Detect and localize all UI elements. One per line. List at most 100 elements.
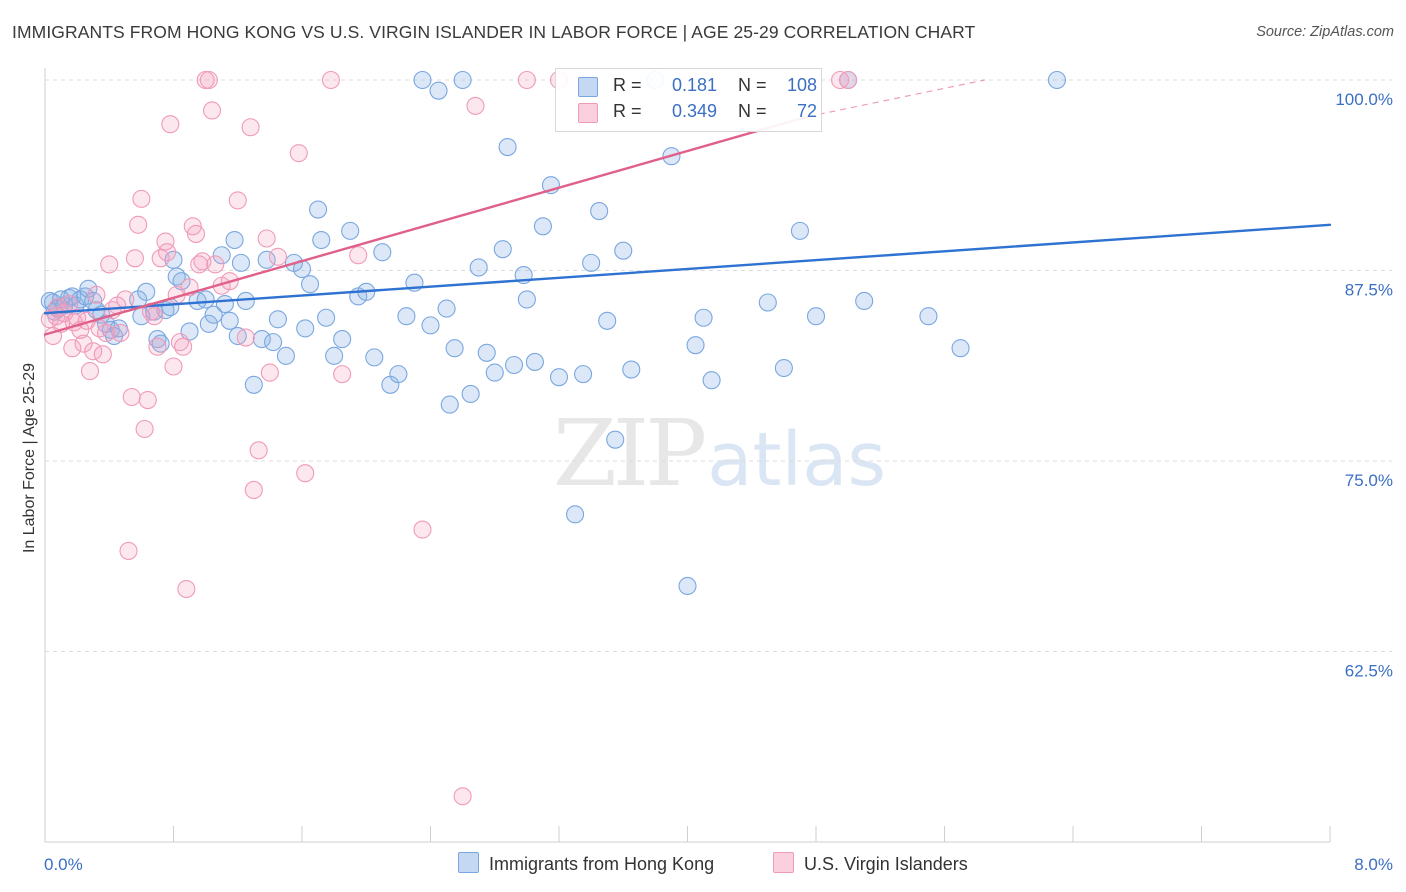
data-point bbox=[477, 343, 496, 362]
data-point bbox=[264, 333, 283, 352]
r-label: R = bbox=[613, 101, 642, 121]
data-point bbox=[413, 520, 432, 539]
data-point bbox=[606, 430, 625, 449]
data-point bbox=[231, 253, 251, 272]
data-point bbox=[421, 316, 440, 335]
x-tick-label-min: 0.0% bbox=[44, 855, 83, 874]
data-point bbox=[199, 70, 218, 90]
r-value: 0.181 bbox=[672, 75, 718, 95]
data-point bbox=[151, 334, 170, 353]
data-point bbox=[111, 323, 130, 343]
data-point bbox=[309, 200, 328, 219]
data-point bbox=[276, 346, 295, 365]
correlation-legend: R = 0.181 N = 108 R = 0.349 N = 72 bbox=[555, 68, 822, 132]
data-point bbox=[429, 81, 448, 100]
trend-line bbox=[43, 223, 1332, 315]
n-value: 72 bbox=[797, 101, 818, 121]
data-point bbox=[80, 362, 100, 381]
data-point bbox=[215, 294, 234, 314]
data-point bbox=[445, 339, 464, 358]
data-point bbox=[365, 348, 384, 367]
y-axis-label: In Labor Force | Age 25-29 bbox=[21, 362, 38, 554]
r-label: R = bbox=[613, 75, 642, 95]
data-point bbox=[93, 345, 112, 364]
data-point bbox=[590, 202, 609, 221]
data-point bbox=[349, 246, 368, 265]
data-point bbox=[236, 328, 255, 347]
data-point bbox=[206, 255, 225, 274]
data-point bbox=[228, 191, 247, 210]
y-tick-label: 62.5% bbox=[1345, 662, 1393, 681]
data-point bbox=[296, 464, 315, 483]
data-point bbox=[806, 307, 826, 326]
data-point bbox=[453, 787, 472, 806]
data-point bbox=[84, 342, 103, 361]
legend-item-virgin-islanders: U.S. Virgin Islanders bbox=[773, 852, 968, 876]
data-point bbox=[839, 70, 858, 90]
data-point bbox=[389, 365, 408, 384]
axes bbox=[44, 68, 1331, 843]
data-point bbox=[116, 290, 135, 309]
data-point bbox=[244, 375, 263, 394]
data-point bbox=[268, 310, 287, 329]
data-point bbox=[177, 579, 196, 599]
data-point bbox=[190, 255, 209, 274]
data-point bbox=[1047, 70, 1066, 90]
grid-lines bbox=[45, 79, 1392, 652]
data-point bbox=[533, 217, 552, 236]
data-point bbox=[485, 363, 504, 382]
data-point bbox=[249, 441, 268, 460]
data-point bbox=[574, 365, 593, 384]
legend-label-hong-kong: Immigrants from Hong Kong bbox=[489, 854, 715, 874]
trend-line bbox=[43, 115, 810, 336]
r-value: 0.349 bbox=[672, 101, 718, 121]
y-tick-label: 100.0% bbox=[1335, 90, 1393, 109]
data-point bbox=[325, 346, 344, 365]
data-point bbox=[268, 247, 287, 266]
data-point bbox=[241, 118, 260, 137]
data-point bbox=[437, 299, 456, 318]
x-tick-label-max: 8.0% bbox=[1354, 855, 1393, 874]
data-point bbox=[296, 319, 315, 338]
legend-swatch-blue bbox=[578, 77, 598, 97]
data-point bbox=[321, 70, 340, 90]
data-point bbox=[132, 189, 151, 208]
data-point bbox=[257, 229, 276, 248]
trend-line-extension bbox=[807, 79, 985, 118]
data-point bbox=[440, 395, 459, 414]
data-point bbox=[138, 390, 157, 410]
legend-swatch-blue bbox=[458, 852, 479, 873]
chart-title: IMMIGRANTS FROM HONG KONG VS U.S. VIRGIN… bbox=[12, 22, 976, 42]
data-point bbox=[504, 355, 524, 375]
tick-labels: 100.0% 87.5% 75.0% 62.5% 0.0% 8.0% bbox=[44, 90, 1393, 874]
data-point bbox=[790, 221, 809, 240]
series-virgin-islanders bbox=[40, 70, 858, 806]
legend-swatch-pink bbox=[773, 852, 794, 873]
legend-item-hong-kong: Immigrants from Hong Kong bbox=[458, 852, 714, 876]
data-point bbox=[373, 243, 392, 262]
series-hong-kong bbox=[40, 70, 1066, 596]
watermark: ZIPatlas bbox=[553, 400, 886, 507]
trend-lines bbox=[43, 79, 1332, 336]
data-point bbox=[148, 337, 167, 356]
data-point bbox=[203, 101, 222, 120]
data-point bbox=[598, 311, 617, 330]
data-point bbox=[161, 115, 180, 134]
data-point bbox=[96, 323, 116, 343]
data-point bbox=[517, 290, 536, 309]
data-point bbox=[951, 339, 970, 358]
data-point bbox=[244, 480, 263, 500]
data-point bbox=[333, 365, 352, 384]
source-label: Source: ZipAtlas.com bbox=[1256, 24, 1394, 40]
data-point bbox=[453, 70, 472, 90]
data-point bbox=[122, 387, 141, 407]
data-point bbox=[694, 308, 713, 327]
data-point bbox=[622, 360, 641, 379]
data-point bbox=[517, 70, 536, 90]
data-point bbox=[702, 371, 721, 390]
data-point bbox=[236, 291, 255, 311]
data-point bbox=[566, 505, 585, 524]
data-point bbox=[100, 255, 119, 274]
data-point bbox=[317, 308, 336, 327]
